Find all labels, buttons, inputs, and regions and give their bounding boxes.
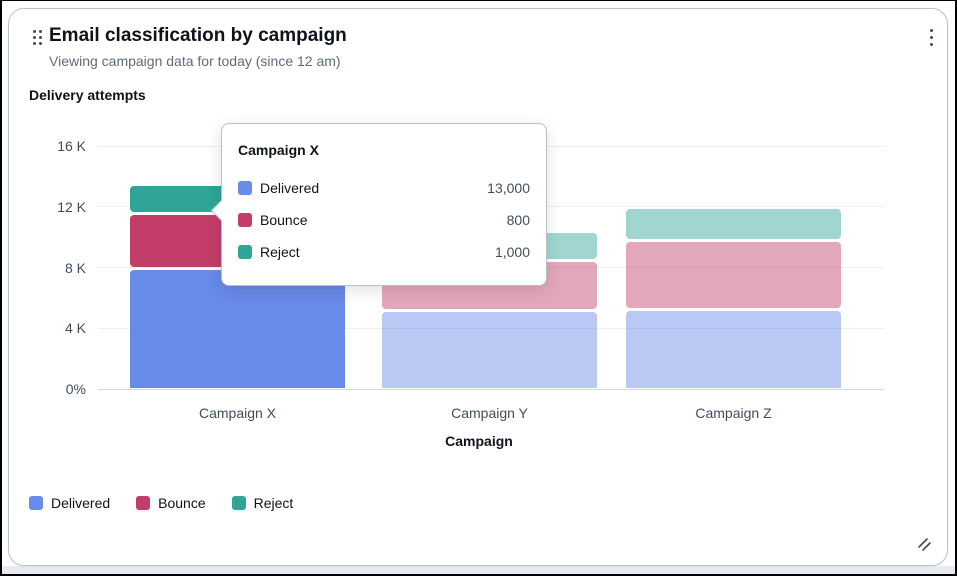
y-tick-label: 16 K — [57, 138, 86, 154]
x-tick-label: Campaign Y — [451, 405, 528, 421]
legend-item-bounce[interactable]: Bounce — [136, 495, 206, 511]
kebab-menu-icon — [929, 28, 933, 46]
resize-icon — [917, 537, 931, 551]
widget-menu-button[interactable] — [917, 23, 945, 51]
tooltip-row-reject: Reject 1,000 — [238, 240, 530, 264]
bar-segment-bounce[interactable] — [626, 242, 841, 308]
bar-campaign-y[interactable] — [382, 233, 597, 388]
reject-swatch-icon — [231, 496, 246, 510]
legend-label: Delivered — [51, 495, 111, 511]
tooltip-row-delivered: Delivered 13,000 — [238, 176, 530, 200]
bar-segment-reject[interactable] — [626, 208, 841, 240]
x-axis-line — [98, 388, 884, 390]
gridline — [98, 327, 884, 329]
x-tick-label: Campaign Z — [695, 405, 772, 421]
widget-title: Email classification by campaign — [49, 25, 347, 46]
widget-subtitle: Viewing campaign data for today (since 1… — [49, 53, 341, 69]
bar-campaign-z[interactable] — [626, 208, 841, 388]
chart-legend: Delivered Bounce Reject — [29, 495, 293, 511]
tooltip-title: Campaign X — [238, 142, 319, 158]
tooltip-rows: Delivered 13,000 Bounce 800 Reject 1,000 — [238, 176, 530, 264]
y-tick-label: 12 K — [57, 198, 86, 215]
bar-segment-delivered[interactable] — [626, 310, 841, 388]
x-axis-title: Campaign — [445, 433, 513, 449]
bar-segment-delivered[interactable] — [382, 312, 597, 388]
delivered-swatch-icon — [238, 181, 252, 195]
bounce-swatch-icon — [136, 496, 151, 510]
tooltip-row-bounce: Bounce 800 — [238, 208, 530, 232]
tooltip-row-value: 13,000 — [487, 180, 530, 196]
tooltip-row-label: Bounce — [260, 212, 308, 228]
delivered-swatch-icon — [29, 496, 43, 510]
plot-area: 16 K 12 K 8 K 4 K 0% Campaign X Campaign Y Camp… — [57, 138, 884, 421]
page-background-strip — [0, 566, 957, 576]
legend-item-delivered[interactable]: Delivered — [29, 495, 110, 511]
chart-tooltip: Campaign X Delivered 13,000 Bounce 800 R… — [210, 123, 547, 286]
x-tick-label: Campaign X — [198, 405, 277, 421]
tooltip-row-value: 800 — [506, 212, 530, 228]
legend-label: Bounce — [158, 495, 206, 511]
email-classification-widget-card: Email classification by campaign Viewing… — [8, 8, 948, 566]
bar-segment-delivered[interactable] — [130, 269, 345, 388]
tooltip-row-value: 1,000 — [494, 244, 530, 260]
legend-label: Reject — [253, 495, 294, 511]
y-tick-label: 0% — [65, 381, 86, 397]
reject-swatch-icon — [238, 245, 252, 259]
bounce-swatch-icon — [238, 213, 252, 227]
tooltip-row-label: Reject — [260, 244, 300, 260]
drag-handle-icon[interactable] — [30, 26, 45, 49]
tooltip-row-label: Delivered — [260, 180, 320, 196]
legend-item-reject[interactable]: Reject — [231, 495, 294, 511]
chart-title: Delivery attempts — [29, 87, 146, 103]
resize-handle[interactable] — [915, 535, 933, 553]
y-tick-label: 8 K — [64, 259, 86, 276]
y-tick-label: 4 K — [64, 320, 86, 337]
